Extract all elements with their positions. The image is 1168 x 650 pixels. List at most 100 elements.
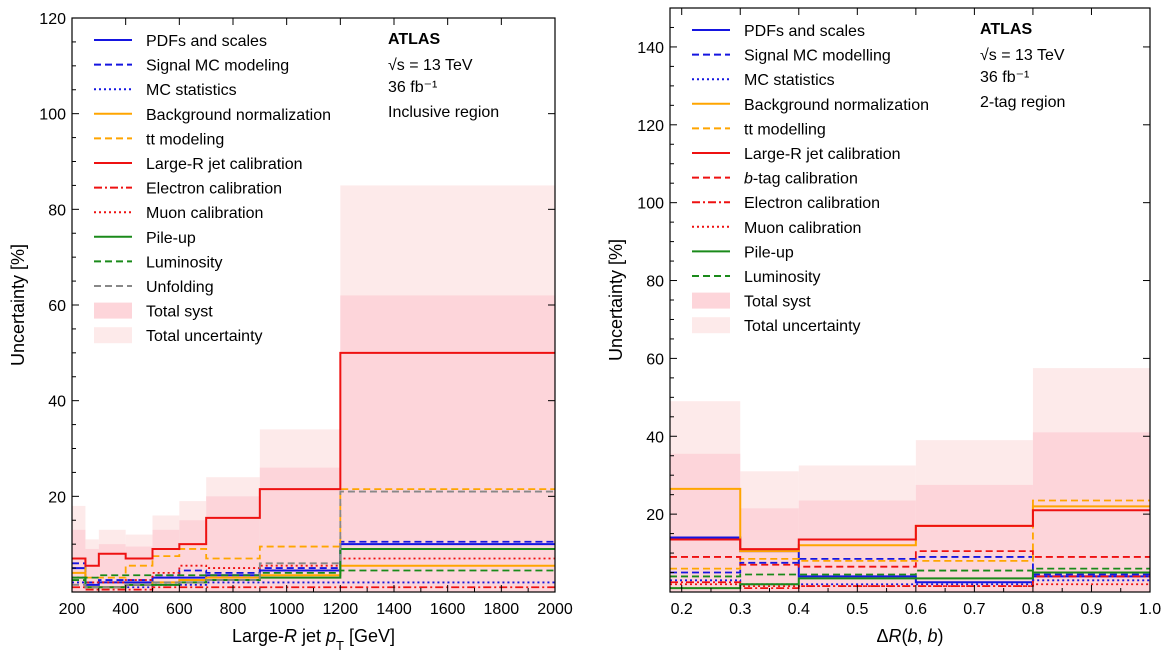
- y-tick-label: 100: [637, 196, 664, 213]
- legend-label: Muon calibration: [146, 205, 263, 222]
- legend-item: Muon calibration: [94, 205, 263, 222]
- legend-item: Total uncertainty: [94, 327, 263, 345]
- legend: PDFs and scales Signal MC modeling MC stat…: [94, 33, 331, 345]
- band-bin: [915, 484, 1033, 592]
- y-tick-label: 20: [646, 507, 664, 524]
- series-line-muon-calibration: [72, 557, 555, 584]
- y-tick-label: 20: [48, 489, 66, 506]
- legend-item: MC statistics: [94, 82, 237, 99]
- energy-label: √s = 13 TeV: [980, 47, 1065, 64]
- legend-label: Luminosity: [146, 254, 222, 271]
- legend: PDFs and scales Signal MC modelling MC sta…: [692, 23, 929, 335]
- y-tick-label: 40: [48, 394, 66, 411]
- x-tick-label: 1400: [376, 601, 412, 618]
- legend-item: Signal MC modelling: [692, 48, 891, 65]
- series-line-b-tag-calibration: [670, 550, 1150, 568]
- x-axis-label: Large-R jet pT [GeV]: [232, 626, 395, 650]
- legend-item: Pile-up: [692, 244, 794, 261]
- x-tick-label: 1000: [269, 601, 305, 618]
- legend-label: Large-R jet calibration: [744, 146, 901, 163]
- legend-label: Luminosity: [744, 269, 820, 286]
- x-axis: 200 400 600 800 1000 1200 1400 1600 1800 2000: [59, 18, 573, 618]
- legend-label: Electron calibration: [146, 181, 282, 198]
- x-tick-label: 0.8: [1022, 601, 1044, 618]
- y-tick-label: 100: [39, 107, 66, 124]
- y-tick-label: 80: [48, 202, 66, 219]
- region-label: Inclusive region: [388, 104, 499, 121]
- legend-item: Large-R jet calibration: [692, 146, 901, 163]
- legend-label: b-tag calibration: [744, 171, 858, 188]
- series-line-large-r-jet-calibration: [670, 509, 1150, 551]
- legend-label: tt modeling: [146, 131, 224, 148]
- legend-item: PDFs and scales: [94, 33, 267, 50]
- x-tick-label: 600: [166, 601, 193, 618]
- annotation: ATLAS √s = 13 TeV 36 fb⁻¹ Inclusive region: [388, 31, 499, 121]
- legend-item: MC statistics: [692, 72, 835, 89]
- series-line-luminosity: [670, 567, 1150, 578]
- chart-panel-2: 0.2 0.3 0.4 0.5 0.6 0.7 0.8 0.9 1.0 20 40 60 80 100 12…: [606, 7, 1161, 646]
- legend-item: Muon calibration: [692, 220, 861, 237]
- series-line-pdfs-and-scales: [72, 543, 555, 586]
- legend-item: Large-R jet calibration: [94, 156, 303, 173]
- band-bin: [1032, 432, 1150, 592]
- band-bin: [670, 453, 741, 592]
- y-tick-label: 80: [646, 274, 664, 291]
- legend-label: Pile-up: [744, 244, 794, 261]
- legend-label: Large-R jet calibration: [146, 156, 303, 173]
- legend-label: Total uncertainty: [744, 318, 861, 335]
- legend-label: Electron calibration: [744, 195, 880, 212]
- x-tick-label: 0.9: [1080, 601, 1102, 618]
- legend-item: Signal MC modeling: [94, 58, 289, 75]
- y-tick-label: 140: [637, 40, 664, 57]
- x-tick-label: 0.4: [788, 601, 810, 618]
- y-tick-label: 60: [48, 298, 66, 315]
- legend-label: Total uncertainty: [146, 328, 263, 345]
- legend-item: Electron calibration: [94, 181, 282, 198]
- x-tick-label: 1800: [484, 601, 520, 618]
- series-line-large-r-jet-calibration: [72, 351, 555, 567]
- legend-swatch: [692, 292, 730, 309]
- y-tick-label: 40: [646, 429, 664, 446]
- luminosity-label: 36 fb⁻¹: [980, 69, 1029, 86]
- y-tick-label: 60: [646, 351, 664, 368]
- y-axis: 20 40 60 80 100 120 140: [637, 26, 1150, 574]
- legend-item: Background normalization: [94, 107, 331, 124]
- x-tick-label: 0.5: [846, 601, 868, 618]
- region-label: 2-tag region: [980, 94, 1065, 111]
- energy-label: √s = 13 TeV: [388, 57, 473, 74]
- legend-label: Total syst: [146, 304, 213, 321]
- legend-label: Unfolding: [146, 279, 214, 296]
- band-bin: [98, 544, 126, 592]
- legend-item: PDFs and scales: [692, 23, 865, 40]
- legend-swatch: [94, 327, 132, 344]
- atlas-label: ATLAS: [980, 21, 1032, 38]
- legend-label: Pile-up: [146, 230, 196, 247]
- chart-panel-1: 200 400 600 800 1000 1200 1400 1600 1800 2000 20 40…: [8, 11, 573, 650]
- x-tick-label: 0.6: [905, 601, 927, 618]
- legend-label: PDFs and scales: [146, 33, 267, 50]
- band-bin: [72, 529, 86, 592]
- band-total-syst: [670, 432, 1150, 592]
- legend-label: tt modelling: [744, 121, 826, 138]
- legend-item: Pile-up: [94, 230, 196, 247]
- luminosity-label: 36 fb⁻¹: [388, 79, 437, 96]
- legend-label: Background normalization: [744, 97, 929, 114]
- x-tick-label: 1.0: [1139, 601, 1161, 618]
- x-tick-label: 400: [112, 601, 139, 618]
- legend-item: tt modeling: [94, 131, 224, 148]
- x-tick-label: 1600: [430, 601, 466, 618]
- band-bin: [179, 520, 207, 592]
- legend-label: MC statistics: [744, 72, 835, 89]
- x-tick-label: 200: [59, 601, 86, 618]
- legend-swatch: [94, 302, 132, 319]
- y-tick-label: 120: [39, 11, 66, 28]
- legend-swatch: [692, 317, 730, 334]
- x-tick-label: 0.3: [729, 601, 751, 618]
- legend-item: Unfolding: [94, 279, 214, 296]
- legend-item: Total syst: [692, 292, 811, 311]
- x-tick-label: 0.2: [671, 601, 693, 618]
- series-line-signal-mc-modelling: [670, 556, 1150, 576]
- y-axis-label: Uncertainty [%]: [8, 244, 28, 366]
- x-tick-label: 0.7: [963, 601, 985, 618]
